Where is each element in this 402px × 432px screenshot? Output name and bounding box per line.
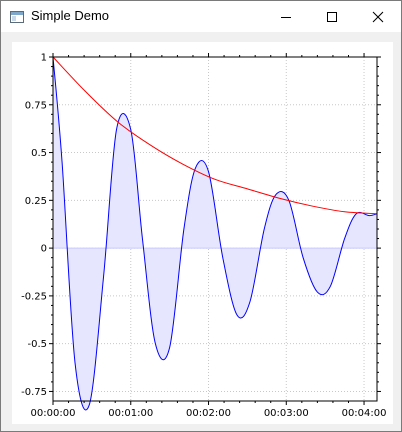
title-bar[interactable]: Simple Demo <box>1 1 401 32</box>
close-button[interactable] <box>355 1 401 32</box>
y-tick-label: 0.75 <box>25 100 47 111</box>
app-window-icon <box>10 11 24 23</box>
close-icon <box>372 11 384 22</box>
x-tick-label: 00:01:00 <box>108 408 153 419</box>
x-tick-label: 00:00:00 <box>31 408 76 419</box>
y-tick-label: 0.5 <box>31 148 47 159</box>
series-1-line <box>52 56 378 215</box>
y-tick-label: 0 <box>41 244 47 255</box>
series-0-line <box>52 56 378 411</box>
minimize-button[interactable] <box>263 1 309 32</box>
x-tick-label: 00:04:00 <box>342 408 387 419</box>
client-area: 00:00:00 00:01:00 00:02:00 00:03:00 00:04:00… <box>2 32 400 431</box>
window-title: Simple Demo <box>31 8 110 23</box>
plot-svg: 00:00:00 00:01:00 00:02:00 00:03:00 00:04:00… <box>21 53 387 420</box>
y-tick-label: 1 <box>41 53 47 64</box>
maximize-button[interactable] <box>309 1 355 32</box>
minimize-icon <box>281 16 291 18</box>
maximize-icon <box>327 11 337 22</box>
series-0-area <box>53 57 377 410</box>
y-tick-label: -0.25 <box>21 291 47 302</box>
plot-canvas[interactable]: 00:00:00 00:01:00 00:02:00 00:03:00 00:04:00… <box>12 42 393 424</box>
x-tick-label: 00:02:00 <box>186 408 231 419</box>
x-tick-label: 00:03:00 <box>264 408 309 419</box>
y-tick-label: -0.5 <box>27 339 47 350</box>
y-tick-label: 0.25 <box>25 196 47 207</box>
y-tick-label: -0.75 <box>21 387 47 398</box>
